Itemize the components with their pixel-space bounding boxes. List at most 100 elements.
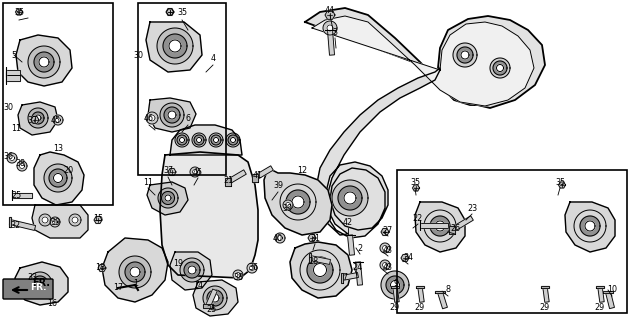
Text: 4: 4 [210,53,216,62]
Polygon shape [420,222,448,228]
Polygon shape [250,266,254,270]
Polygon shape [226,133,240,147]
Text: 1: 1 [134,279,138,289]
Polygon shape [169,40,181,52]
Polygon shape [430,216,450,236]
Polygon shape [300,250,340,290]
Polygon shape [102,238,168,302]
Polygon shape [130,267,140,277]
Polygon shape [53,220,58,225]
Text: 35: 35 [555,178,565,187]
Text: 23: 23 [467,204,477,212]
Text: 14: 14 [193,281,203,290]
Polygon shape [194,135,204,145]
Text: 46: 46 [144,114,154,123]
Text: 30: 30 [3,102,13,111]
Bar [397,170,627,313]
Polygon shape [332,180,368,216]
Text: 35: 35 [14,7,24,17]
Text: 41: 41 [253,171,263,180]
Polygon shape [170,125,242,155]
Polygon shape [164,107,180,123]
Polygon shape [18,102,58,135]
Polygon shape [28,272,52,296]
Text: 39: 39 [282,204,292,212]
Polygon shape [235,273,240,277]
Text: 20: 20 [63,165,73,174]
Text: 13: 13 [53,143,63,153]
Polygon shape [585,221,595,231]
Polygon shape [149,115,155,121]
Polygon shape [254,166,273,180]
Polygon shape [290,242,352,298]
Polygon shape [565,202,615,252]
Text: 29: 29 [595,303,605,313]
Text: 11: 11 [143,178,153,187]
Polygon shape [32,112,44,124]
Text: 37: 37 [163,165,173,174]
Polygon shape [17,161,27,171]
Polygon shape [603,291,613,293]
Text: 39: 39 [273,180,283,189]
Polygon shape [435,221,445,231]
Polygon shape [148,98,196,132]
Polygon shape [162,191,174,204]
Text: 26: 26 [450,223,460,233]
Polygon shape [147,182,188,215]
Polygon shape [309,253,311,263]
Polygon shape [193,170,198,174]
Polygon shape [416,286,424,288]
Polygon shape [190,167,200,177]
Text: 19: 19 [173,260,183,268]
Polygon shape [574,210,606,242]
Text: 21: 21 [223,175,233,185]
Text: 30: 30 [133,51,143,60]
Polygon shape [280,184,316,220]
Polygon shape [380,260,390,270]
Polygon shape [435,291,445,293]
Text: 17: 17 [113,284,123,292]
Text: 34: 34 [403,253,413,262]
Polygon shape [309,256,330,264]
Polygon shape [188,266,196,274]
Text: 9: 9 [394,278,399,287]
Polygon shape [286,190,310,214]
Polygon shape [327,25,333,31]
Polygon shape [461,51,469,59]
Polygon shape [207,290,223,306]
Text: 8: 8 [446,285,451,294]
Text: 31: 31 [310,234,320,243]
Polygon shape [56,117,60,123]
Polygon shape [490,58,510,78]
Polygon shape [382,245,387,251]
Text: 15: 15 [93,213,103,222]
Text: 29: 29 [390,303,400,313]
Text: 42: 42 [343,218,353,227]
Polygon shape [595,286,604,288]
Polygon shape [158,188,178,208]
Polygon shape [580,216,600,236]
Polygon shape [356,262,363,285]
Polygon shape [391,286,399,288]
Polygon shape [353,261,363,262]
Polygon shape [204,304,212,308]
Polygon shape [386,276,404,294]
Text: 43: 43 [383,263,393,273]
Polygon shape [214,138,219,142]
Polygon shape [125,262,145,282]
Polygon shape [345,235,355,236]
Text: 33: 33 [27,274,37,283]
Polygon shape [197,138,202,142]
Bar [138,3,226,175]
Polygon shape [163,34,187,58]
Polygon shape [146,112,158,124]
Polygon shape [316,68,440,238]
Text: 6: 6 [186,114,190,123]
Polygon shape [605,292,614,308]
Text: 24: 24 [352,263,362,273]
Text: 22: 22 [413,213,423,222]
Polygon shape [307,257,333,283]
Polygon shape [15,262,68,305]
Polygon shape [10,156,15,161]
Polygon shape [275,233,285,243]
